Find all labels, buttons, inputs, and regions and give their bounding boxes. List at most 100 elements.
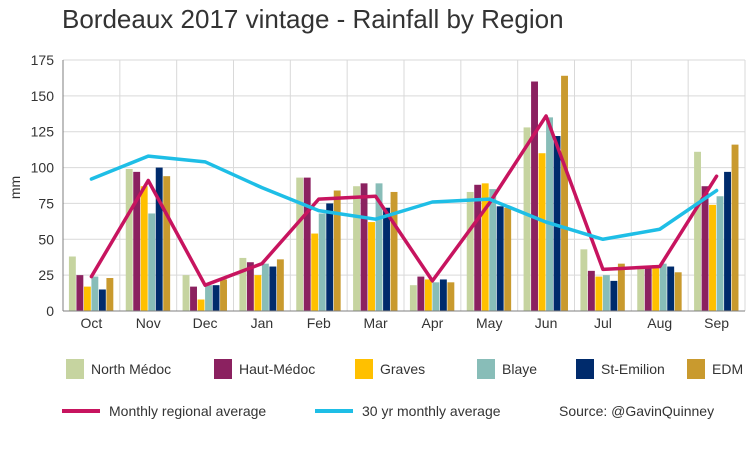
bar-north-m-doc	[694, 151, 701, 311]
x-tick-label: May	[476, 315, 502, 331]
bar-haut-m-doc	[76, 275, 84, 311]
bar-north-m-doc	[409, 285, 417, 311]
bar-edm	[390, 191, 398, 311]
bar-north-m-doc	[182, 275, 190, 311]
bar-graves	[709, 204, 716, 311]
legend-label-monthly-regional-average: Monthly regional average	[109, 403, 266, 419]
y-tick-label: 100	[31, 160, 55, 176]
bar-blaye	[432, 282, 440, 311]
bar-graves	[197, 299, 205, 311]
y-tick-label: 75	[38, 195, 54, 211]
legend-swatch-haut-m-doc	[214, 359, 232, 379]
bar-edm	[731, 144, 739, 311]
bar-blaye	[91, 276, 99, 311]
legend-swatch-blaye	[477, 359, 495, 379]
bar-haut-m-doc	[303, 177, 311, 311]
bar-north-m-doc	[68, 256, 76, 311]
bar-north-m-doc	[637, 267, 645, 311]
bar-graves	[83, 286, 91, 311]
bar-graves	[254, 275, 262, 311]
bar-edm	[674, 272, 682, 311]
bar-blaye	[659, 263, 667, 311]
bar-st-emilion	[269, 266, 277, 311]
bar-edm	[504, 207, 512, 311]
bar-st-emilion	[439, 279, 447, 311]
bar-north-m-doc	[353, 186, 360, 311]
legend-label-st-emilion: St-Emilion	[601, 361, 665, 377]
y-tick-label: 50	[38, 231, 54, 247]
legend-label-blaye: Blaye	[502, 361, 537, 377]
x-tick-label: Jan	[251, 315, 274, 331]
bar-st-emilion	[212, 285, 220, 311]
bar-graves	[424, 279, 432, 311]
bar-north-m-doc	[296, 177, 304, 311]
bar-st-emilion	[724, 171, 731, 311]
bar-graves	[595, 276, 603, 311]
bar-haut-m-doc	[474, 184, 482, 311]
y-tick-label: 125	[31, 124, 55, 140]
bar-blaye	[205, 285, 212, 311]
bar-blaye	[318, 213, 326, 311]
legend-label-30-yr-monthly-average: 30 yr monthly average	[362, 403, 501, 419]
bar-graves	[481, 183, 489, 311]
x-tick-label: Oct	[81, 315, 103, 331]
bar-st-emilion	[155, 167, 163, 311]
bar-edm	[447, 282, 455, 311]
bar-edm	[163, 176, 171, 311]
x-tick-label: Apr	[422, 315, 444, 331]
bar-st-emilion	[610, 280, 618, 311]
legend-label-edm: EDM	[712, 361, 743, 377]
legend-swatch-edm	[687, 359, 705, 379]
bar-graves	[538, 153, 546, 311]
bar-graves	[652, 265, 660, 311]
bar-edm	[617, 263, 625, 311]
bar-haut-m-doc	[531, 81, 538, 311]
bar-haut-m-doc	[246, 262, 254, 311]
x-tick-label: Jun	[535, 315, 558, 331]
bar-blaye	[148, 213, 156, 311]
y-axis-label: mm	[7, 176, 23, 199]
bar-haut-m-doc	[587, 270, 595, 311]
x-tick-label: Jul	[594, 315, 612, 331]
bar-edm	[106, 278, 114, 311]
legend-label-haut-m-doc: Haut-Médoc	[239, 361, 315, 377]
legend-swatch-st-emilion	[576, 359, 594, 379]
bar-graves	[368, 222, 375, 311]
bar-north-m-doc	[239, 257, 247, 311]
bar-north-m-doc	[125, 169, 133, 311]
x-tick-label: Sep	[704, 315, 729, 331]
bars-layer	[68, 75, 739, 311]
legend-label-graves: Graves	[380, 361, 425, 377]
bar-north-m-doc	[466, 191, 474, 311]
line-monthly-regional-average	[89, 114, 719, 287]
bar-blaye	[716, 196, 724, 311]
y-tick-label: 175	[31, 52, 55, 68]
chart-title: Bordeaux 2017 vintage - Rainfall by Regi…	[62, 4, 564, 34]
bar-haut-m-doc	[133, 171, 141, 311]
bar-haut-m-doc	[360, 183, 368, 311]
x-tick-label: Nov	[136, 315, 161, 331]
x-tick-label: Feb	[307, 315, 331, 331]
bar-edm	[220, 279, 227, 311]
bar-haut-m-doc	[644, 267, 652, 311]
legend: North Médoc Haut-Médoc Graves Blaye St-Emili…	[62, 359, 743, 419]
lines-layer	[89, 114, 719, 287]
bar-st-emilion	[98, 289, 106, 311]
line-30-yr-monthly-average	[89, 154, 719, 242]
bar-haut-m-doc	[190, 286, 197, 311]
bar-north-m-doc	[523, 127, 531, 311]
bar-st-emilion	[326, 203, 334, 311]
x-tick-label: Aug	[647, 315, 672, 331]
source-credit: Source: @GavinQuinney	[559, 403, 714, 419]
bar-blaye	[261, 263, 269, 311]
legend-swatch-graves	[355, 359, 373, 379]
legend-swatch-north-m-doc	[66, 359, 84, 379]
bar-st-emilion	[383, 207, 390, 311]
x-tick-label: Dec	[193, 315, 218, 331]
bar-st-emilion	[496, 206, 504, 311]
bar-graves	[311, 233, 319, 311]
axis-layer: 0 25 50 75 100 125 150 175 Oct Nov Dec Jan Feb Mar Apr…	[31, 52, 745, 331]
x-tick-label: Mar	[364, 315, 388, 331]
bar-edm	[561, 75, 568, 311]
